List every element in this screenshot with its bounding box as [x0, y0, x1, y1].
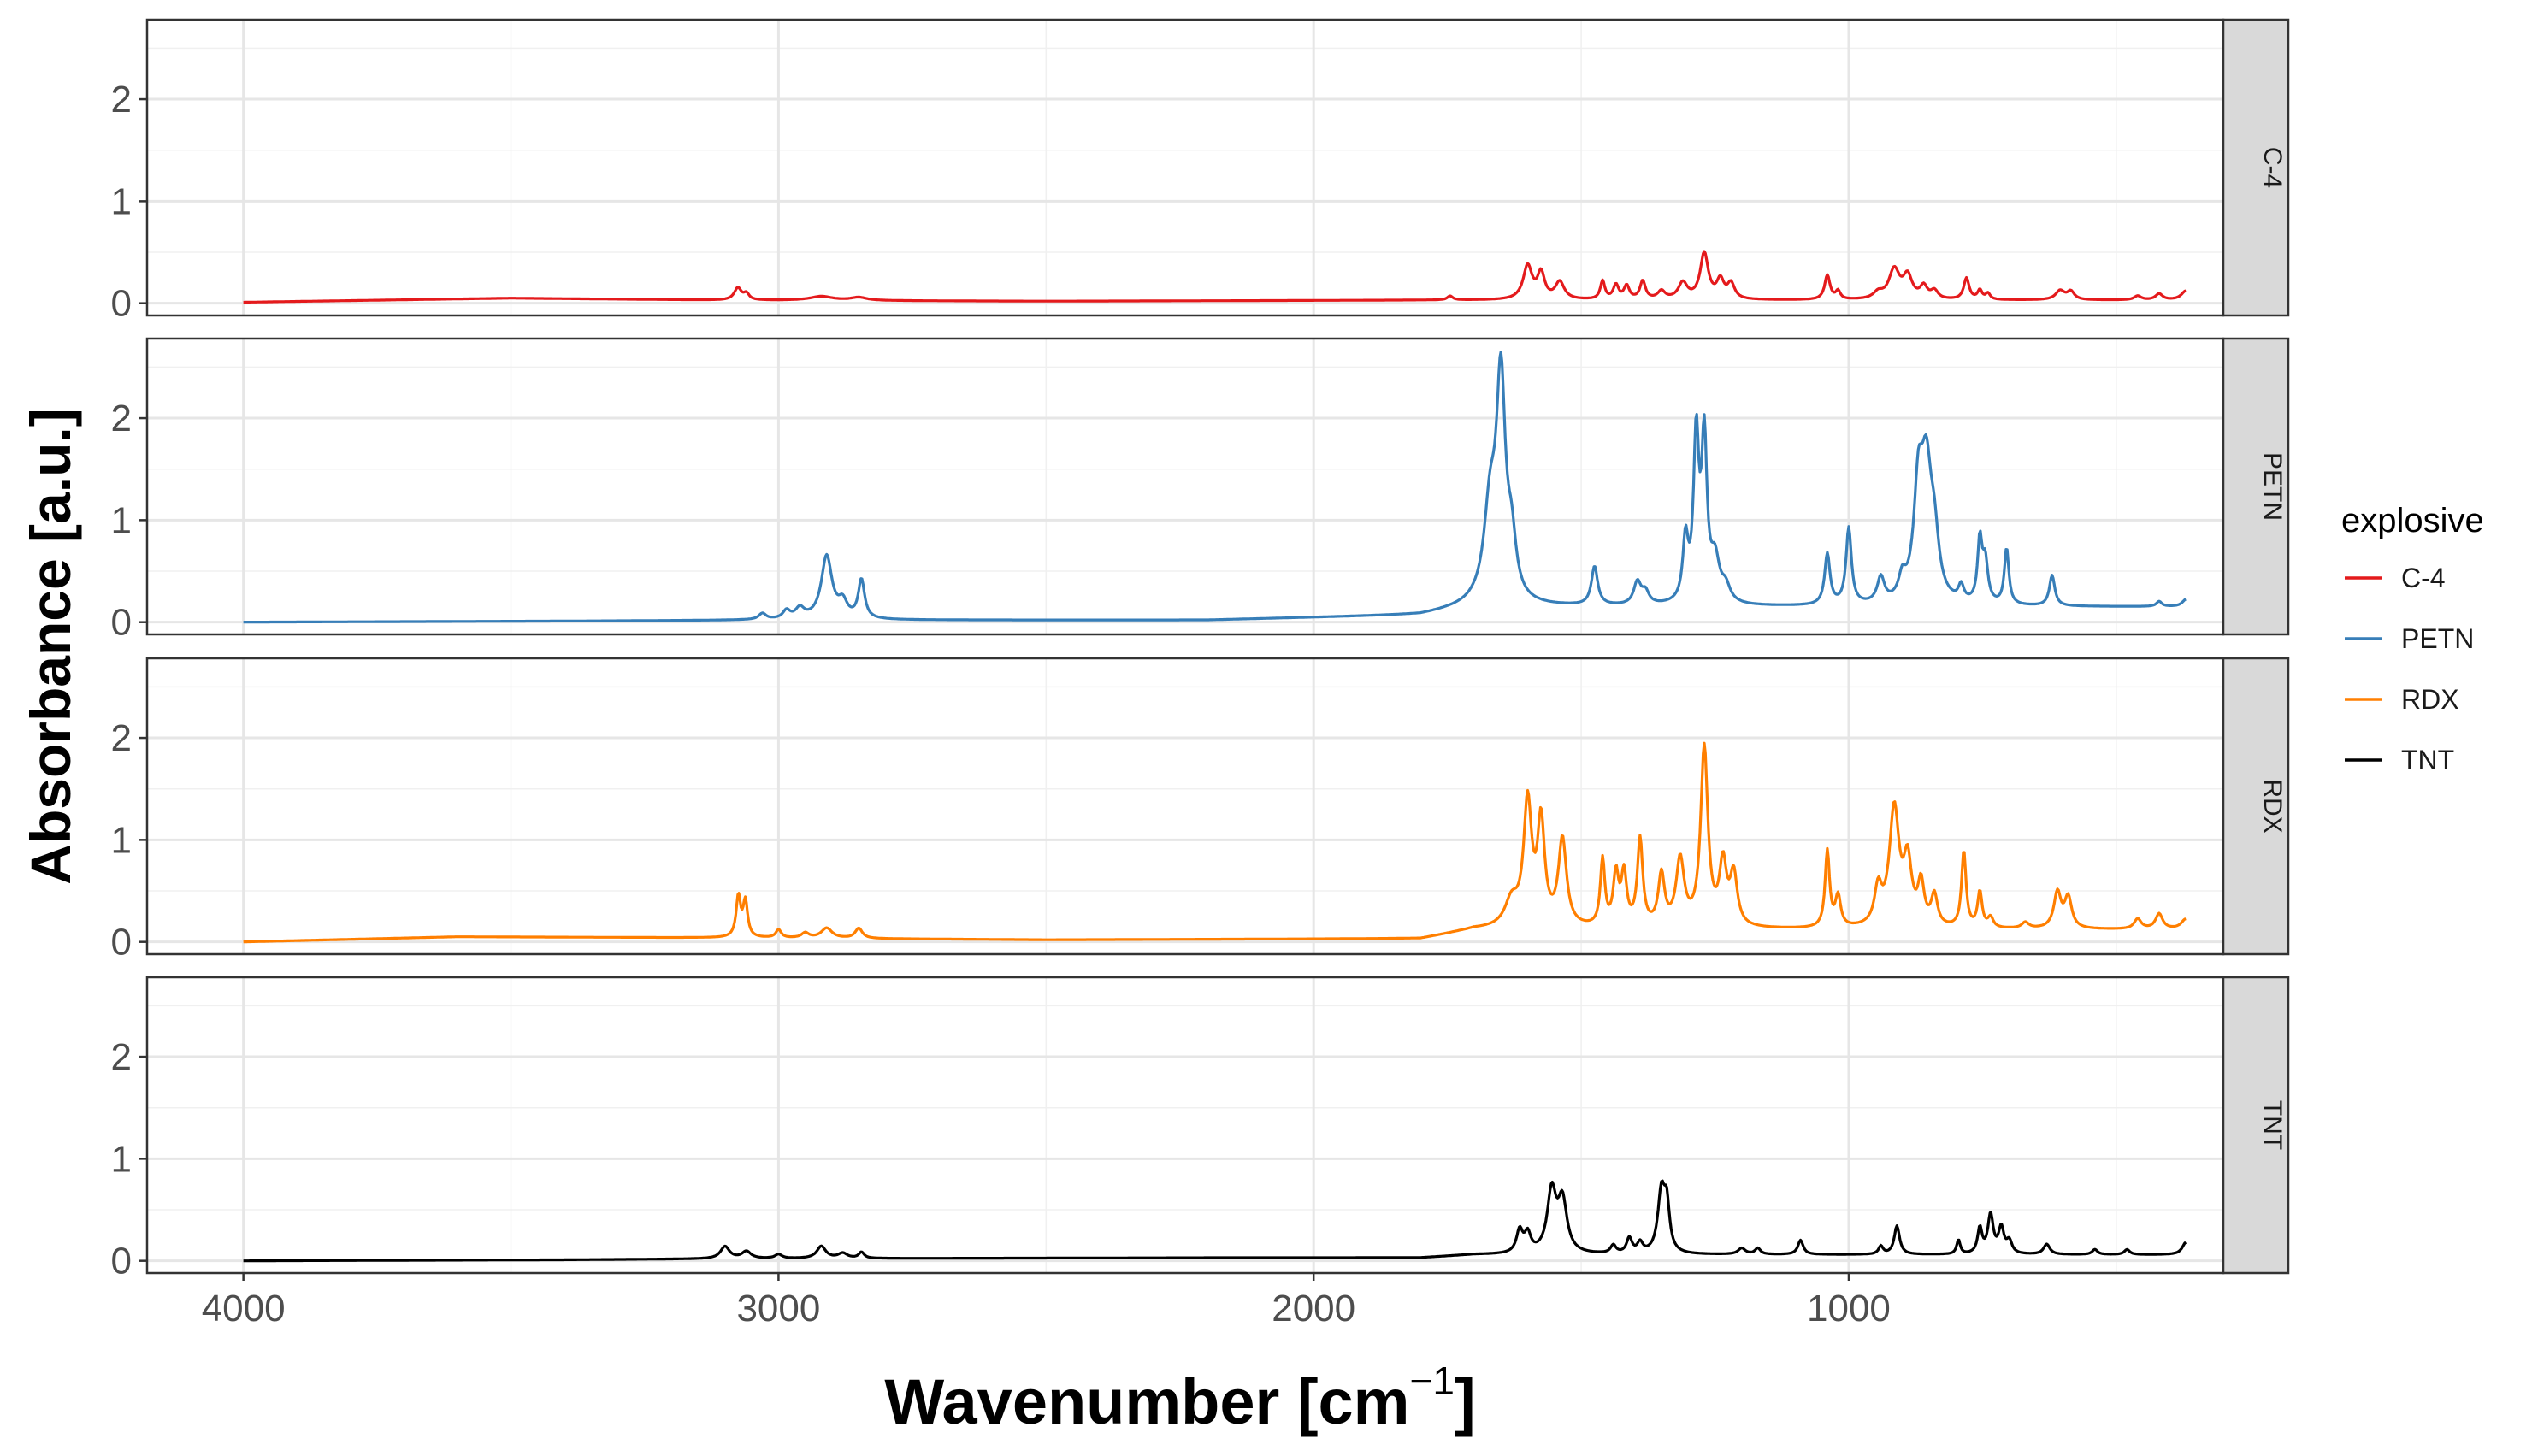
facet-strip	[2222, 337, 2290, 636]
facet-strip	[2222, 976, 2290, 1275]
y-tick-label: 2	[111, 79, 132, 121]
series-line-tnt	[243, 1179, 2187, 1263]
x-axis-title-main: Wavenumber [cm	[884, 1366, 1409, 1437]
y-tick-label: 0	[111, 283, 132, 325]
x-tick-label: 3000	[736, 1288, 820, 1329]
facet-panel-petn: 0 1 2 PETN	[111, 337, 2290, 644]
y-axis-title: Absorbance [a.u.]	[19, 408, 82, 884]
x-axis-title-close: ]	[1455, 1366, 1476, 1437]
y-tick-label: 1	[111, 499, 132, 541]
facet-panel-tnt: 0 1 2 TNT	[111, 976, 2290, 1282]
y-tick-label: 2	[111, 1036, 132, 1078]
facet-strip-label: PETN	[2258, 452, 2287, 521]
facet-panels: 0 1 2 C-4 0 1 2 PETN 0 1 2 RDX 0 1 2 TNT 4000 3000 2000 100…	[111, 18, 2290, 1329]
x-tick-label: 1000	[1807, 1288, 1891, 1329]
x-axis: 4000 3000 2000 1000	[202, 1273, 1891, 1329]
y-tick-label: 0	[111, 1241, 132, 1282]
legend-item-tnt: TNT	[2345, 745, 2454, 775]
legend-title: explosive	[2341, 502, 2484, 539]
legend-label: C-4	[2401, 563, 2446, 593]
legend-label: PETN	[2401, 623, 2474, 654]
panel-background	[147, 977, 2223, 1273]
y-tick-label: 2	[111, 398, 132, 439]
legend: explosive C-4 PETN RDX TNT	[2341, 502, 2484, 775]
facet-strip-label: TNT	[2258, 1100, 2287, 1150]
series-line-petn	[243, 351, 2187, 624]
series-line-c-4	[243, 250, 2187, 304]
panel-background	[147, 658, 2223, 954]
y-tick-label: 2	[111, 717, 132, 759]
x-axis-title-superscript: −1	[1409, 1359, 1454, 1403]
facet-strip	[2222, 18, 2290, 317]
y-tick-label: 1	[111, 819, 132, 861]
facet-strip	[2222, 657, 2290, 956]
legend-item-c-4: C-4	[2345, 563, 2446, 593]
legend-item-rdx: RDX	[2345, 684, 2459, 715]
panel-background	[147, 20, 2223, 315]
legend-label: TNT	[2401, 745, 2454, 775]
x-tick-label: 4000	[202, 1288, 286, 1329]
panel-background	[147, 339, 2223, 634]
facet-panel-c-4: 0 1 2 C-4	[111, 18, 2290, 325]
y-tick-label: 1	[111, 1138, 132, 1180]
y-tick-label: 0	[111, 922, 132, 964]
facet-strip-label: C-4	[2258, 147, 2287, 188]
legend-label: RDX	[2401, 684, 2459, 715]
facet-strip-label: RDX	[2258, 779, 2287, 833]
series-line-rdx	[243, 741, 2187, 944]
legend-item-petn: PETN	[2345, 623, 2474, 654]
x-axis-title: Wavenumber [cm−1]	[884, 1359, 1475, 1437]
y-tick-label: 1	[111, 180, 132, 222]
y-tick-label: 0	[111, 602, 132, 644]
x-tick-label: 2000	[1272, 1288, 1355, 1329]
facet-panel-rdx: 0 1 2 RDX	[111, 657, 2290, 964]
